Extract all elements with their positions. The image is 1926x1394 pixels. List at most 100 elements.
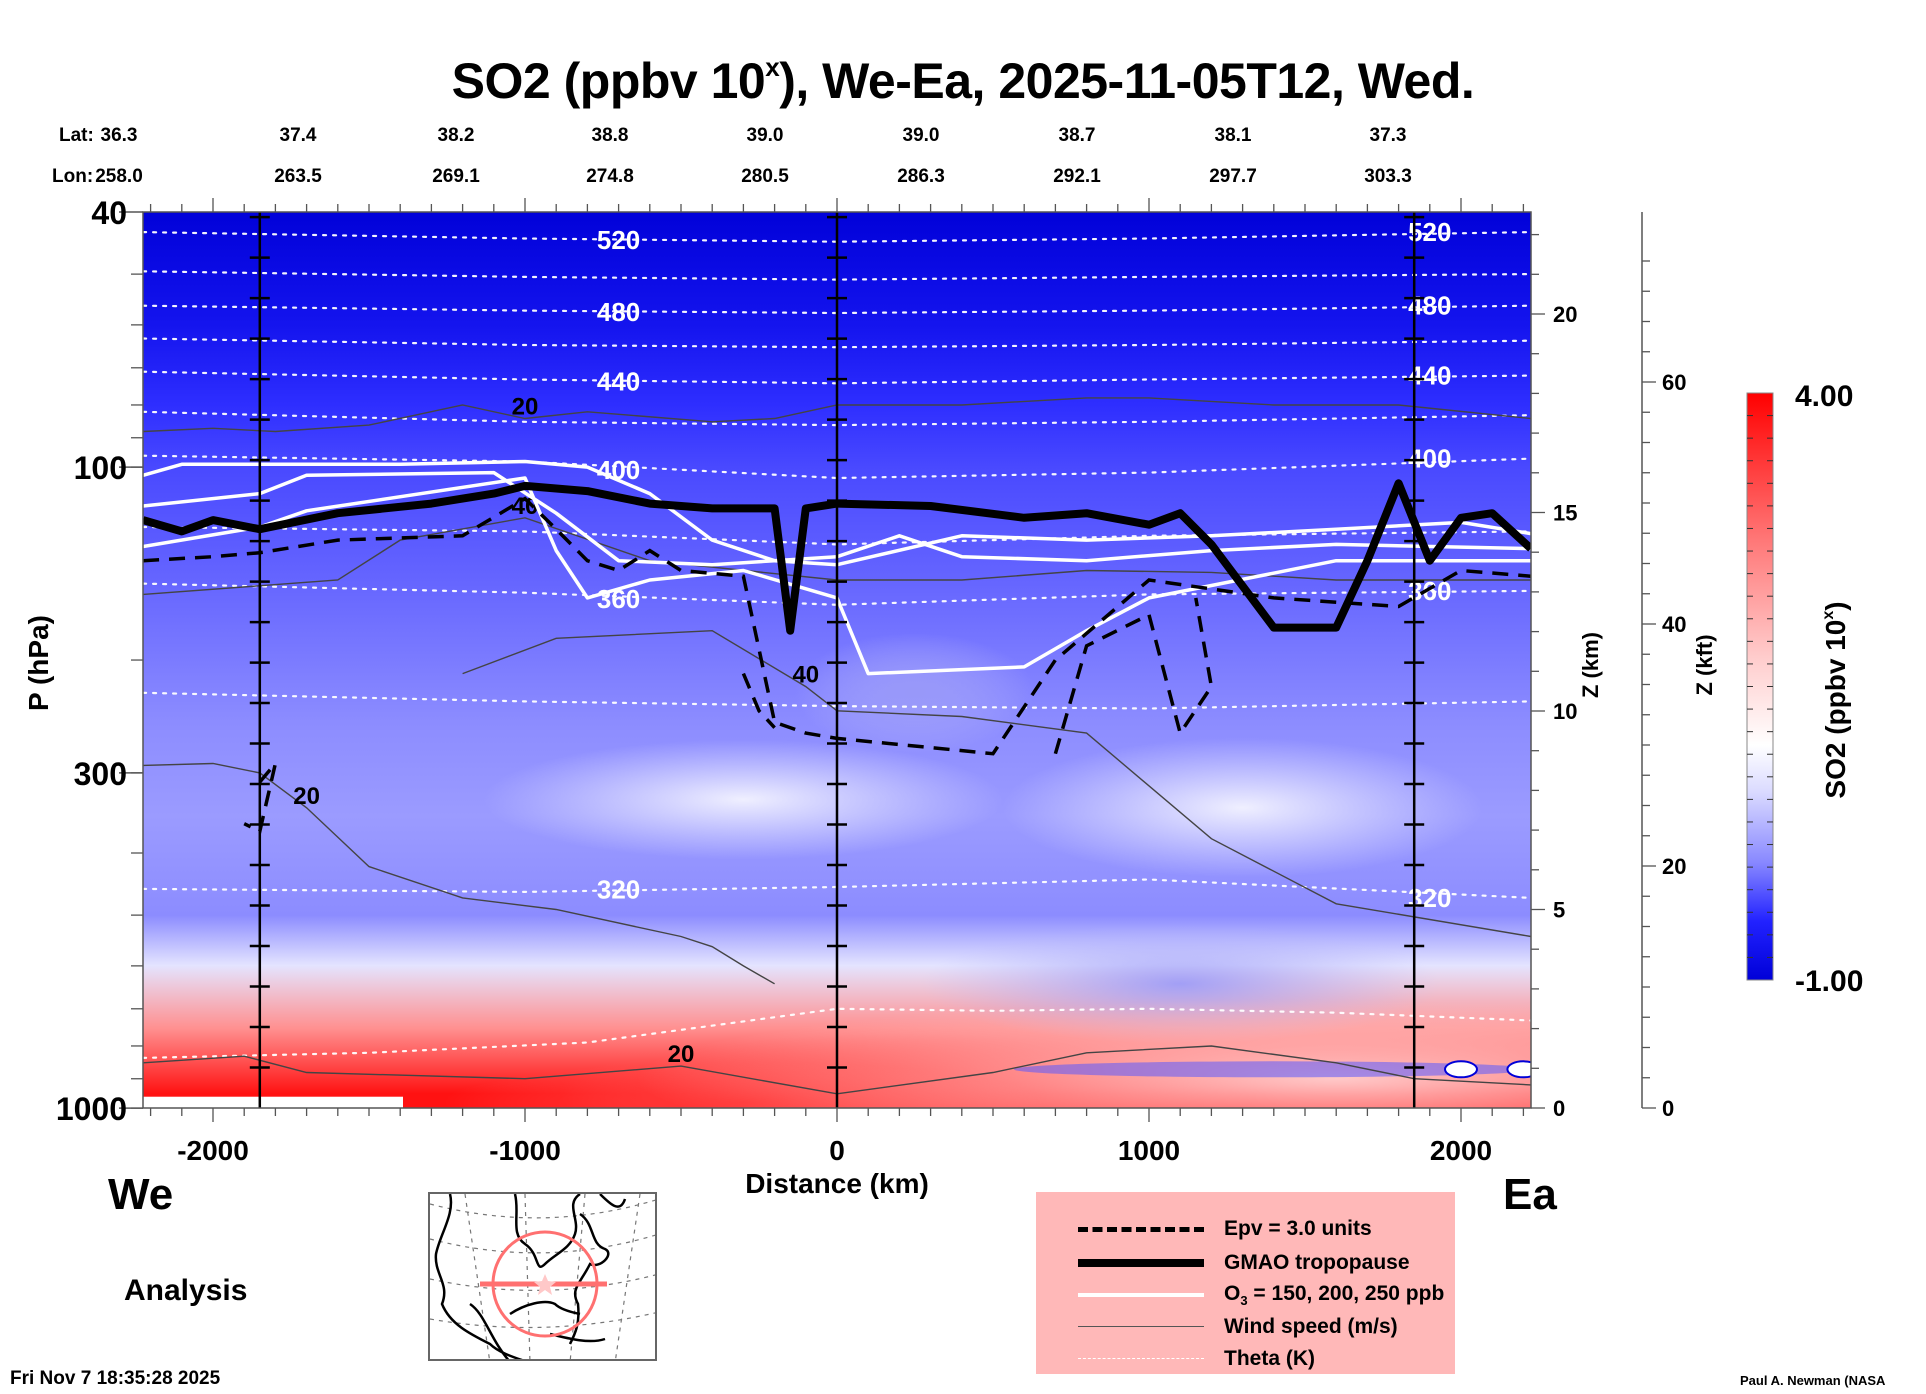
colorbar-min-label: -1.00 bbox=[1795, 965, 1863, 998]
lon-value: 258.0 bbox=[95, 166, 143, 187]
y-axis-label: P (hPa) bbox=[23, 615, 54, 711]
theta-contour bbox=[143, 454, 1531, 480]
y-tick-label: 40 bbox=[91, 195, 127, 231]
so2-low-blob bbox=[795, 632, 1035, 753]
title-units-exponent: x bbox=[765, 52, 780, 82]
y-tick-label: 100 bbox=[74, 450, 127, 486]
legend-label-theta: Theta (K) bbox=[1224, 1347, 1315, 1370]
colorbar-label: SO2 (ppbv 10x) bbox=[1820, 601, 1851, 798]
legend-swatch-theta bbox=[1078, 1358, 1204, 1359]
lat-value: 38.8 bbox=[591, 125, 629, 146]
epv-contour bbox=[243, 762, 278, 834]
z-kft-axis-label: Z (kft) bbox=[1692, 634, 1717, 695]
legend-label-ozone: O3 = 150, 200, 250 ppb bbox=[1224, 1281, 1445, 1309]
x-axis: -2000 -1000 0 1000 2000 bbox=[149, 198, 1525, 1166]
x-tick-label: 2000 bbox=[1430, 1135, 1492, 1166]
vertical-marker-lines bbox=[249, 212, 1425, 1108]
lat-value: 38.2 bbox=[437, 125, 475, 146]
map-coastlines bbox=[434, 1194, 627, 1359]
zkm-tick-label: 5 bbox=[1553, 898, 1565, 923]
colorbar-label-sup: x bbox=[1820, 611, 1837, 620]
wind-speed-contour bbox=[143, 762, 775, 985]
theta-contour bbox=[143, 1007, 1531, 1059]
location-map bbox=[428, 1192, 657, 1361]
lat-label: Lat: bbox=[59, 125, 94, 146]
theta-contour-label: 520 bbox=[597, 225, 640, 255]
colorbar-max-label: 4.00 bbox=[1795, 380, 1853, 413]
map-svg bbox=[430, 1194, 655, 1359]
wind-speed-contour bbox=[143, 397, 1531, 433]
legend-item-epv: Epv = 3.0 units bbox=[1036, 1212, 1455, 1246]
legend-swatch-wind bbox=[1078, 1326, 1204, 1327]
map-graticule bbox=[430, 1194, 655, 1359]
theta-contour-label: 480 bbox=[597, 297, 640, 327]
lon-value: 286.3 bbox=[897, 166, 945, 187]
zkft-tick-label: 0 bbox=[1662, 1096, 1674, 1121]
title-species: SO2 bbox=[451, 53, 551, 109]
zkm-tick-label: 0 bbox=[1553, 1096, 1565, 1121]
legend-item-tropopause: GMAO tropopause bbox=[1036, 1246, 1455, 1280]
zkm-tick-label: 10 bbox=[1553, 699, 1577, 724]
ozone-contour bbox=[143, 470, 1531, 567]
legend: Epv = 3.0 units GMAO tropopause O3 = 150… bbox=[1036, 1192, 1455, 1374]
title-units: (ppbv 10 bbox=[563, 53, 766, 109]
legend-item-ozone: O3 = 150, 200, 250 ppb bbox=[1036, 1278, 1455, 1312]
lon-label: Lon: bbox=[52, 166, 94, 187]
zkft-tick-label: 20 bbox=[1662, 854, 1686, 879]
lat-value: 39.0 bbox=[902, 125, 940, 146]
colorbar-label-end: ) bbox=[1820, 601, 1851, 610]
west-direction-label: We bbox=[108, 1170, 174, 1219]
theta-contour bbox=[143, 525, 1531, 546]
wind-speed-contour-label: 20 bbox=[668, 1041, 695, 1068]
x-tick-label: 1000 bbox=[1118, 1135, 1180, 1166]
y-tick-label: 300 bbox=[74, 756, 127, 792]
lon-value: 303.3 bbox=[1364, 166, 1412, 187]
zkm-tick-label: 15 bbox=[1553, 501, 1577, 526]
ozone-contours bbox=[143, 459, 1531, 676]
east-direction-label: Ea bbox=[1503, 1170, 1557, 1219]
lat-value: 37.3 bbox=[1369, 125, 1407, 146]
so2-missing-cell bbox=[1444, 1060, 1478, 1079]
legend-label-tropopause: GMAO tropopause bbox=[1224, 1251, 1410, 1274]
lat-value: 39.0 bbox=[746, 125, 784, 146]
map-section-marker bbox=[480, 1230, 607, 1338]
wind-speed-contour bbox=[143, 1045, 1531, 1095]
legend-label-wind: Wind speed (m/s) bbox=[1224, 1315, 1398, 1338]
lon-value: 292.1 bbox=[1053, 166, 1101, 187]
lat-value: 37.4 bbox=[279, 125, 317, 146]
lat-value: 36.3 bbox=[100, 125, 138, 146]
x-axis-label: Distance (km) bbox=[745, 1168, 929, 1199]
timestamp: Fri Nov 7 18:35:28 2025 bbox=[10, 1368, 221, 1389]
theta-contour bbox=[143, 582, 1531, 606]
analysis-label: Analysis bbox=[124, 1274, 248, 1307]
theta-contour-label: 320 bbox=[597, 874, 640, 904]
x-tick-label: -1000 bbox=[489, 1135, 561, 1166]
wind-speed-contour-label: 40 bbox=[792, 662, 819, 689]
y-axis-z-km: 0 5 10 15 20 bbox=[1531, 233, 1577, 1121]
theta-contour-label: 440 bbox=[597, 366, 640, 396]
legend-item-wind: Wind speed (m/s) bbox=[1036, 1310, 1455, 1344]
lon-value: 263.5 bbox=[274, 166, 322, 187]
legend-item-theta: Theta (K) bbox=[1036, 1342, 1455, 1376]
wind-speed-contour-label: 20 bbox=[512, 394, 539, 421]
so2-low-streak bbox=[1013, 1061, 1531, 1078]
ozone-contour bbox=[143, 476, 1531, 676]
lon-value: 280.5 bbox=[741, 166, 789, 187]
legend-swatch-epv bbox=[1078, 1227, 1204, 1232]
wind-speed-contour bbox=[462, 629, 1531, 938]
wind-speed-contour-label: 20 bbox=[293, 783, 320, 810]
below-ground-mask bbox=[143, 1096, 403, 1108]
epv-contour bbox=[1053, 597, 1214, 755]
legend-swatch-ozone bbox=[1078, 1293, 1204, 1297]
colorbar-label-main: SO2 (ppbv 10 bbox=[1820, 620, 1851, 799]
lat-value: 38.7 bbox=[1058, 125, 1096, 146]
colorbar: 4.00 -1.00 SO2 (ppbv 10x) bbox=[1746, 380, 1863, 998]
colorbar-level-ticks bbox=[1747, 415, 1773, 958]
lat-lon-header: Lat: Lon: 36.3 37.4 38.2 38.8 39.0 39.0 38.7 38… bbox=[0, 0, 1926, 200]
z-km-axis-label: Z (km) bbox=[1578, 632, 1603, 698]
y-tick-label: 1000 bbox=[56, 1091, 127, 1127]
epv-contours bbox=[143, 496, 1531, 834]
